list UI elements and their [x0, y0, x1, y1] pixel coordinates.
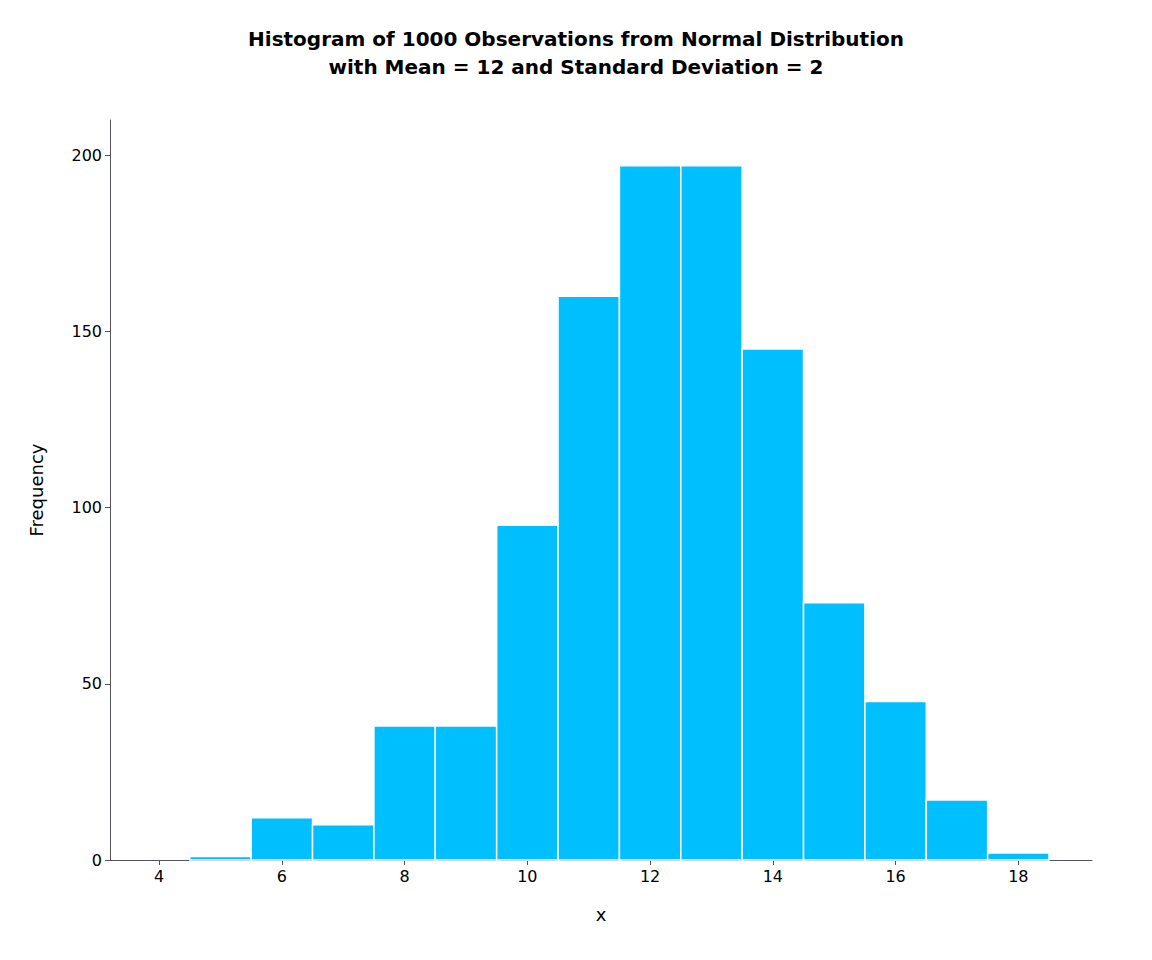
svg-text:18: 18	[1008, 867, 1028, 886]
svg-text:200: 200	[71, 146, 102, 165]
svg-text:12: 12	[640, 867, 660, 886]
svg-text:50: 50	[82, 674, 102, 693]
svg-text:10: 10	[517, 867, 537, 886]
svg-text:16: 16	[885, 867, 905, 886]
svg-text:Histogram of 1000 Observations: Histogram of 1000 Observations from Norm…	[248, 27, 904, 51]
svg-text:4: 4	[154, 867, 164, 886]
svg-text:14: 14	[763, 867, 783, 886]
svg-text:100: 100	[71, 498, 102, 517]
svg-text:0: 0	[92, 851, 102, 870]
svg-text:150: 150	[71, 322, 102, 341]
svg-text:8: 8	[400, 867, 410, 886]
svg-text:Frequency: Frequency	[26, 443, 47, 536]
svg-text:with Mean = 12 and Standard De: with Mean = 12 and Standard Deviation = …	[329, 55, 824, 79]
svg-text:x: x	[596, 904, 607, 925]
svg-text:6: 6	[277, 867, 287, 886]
